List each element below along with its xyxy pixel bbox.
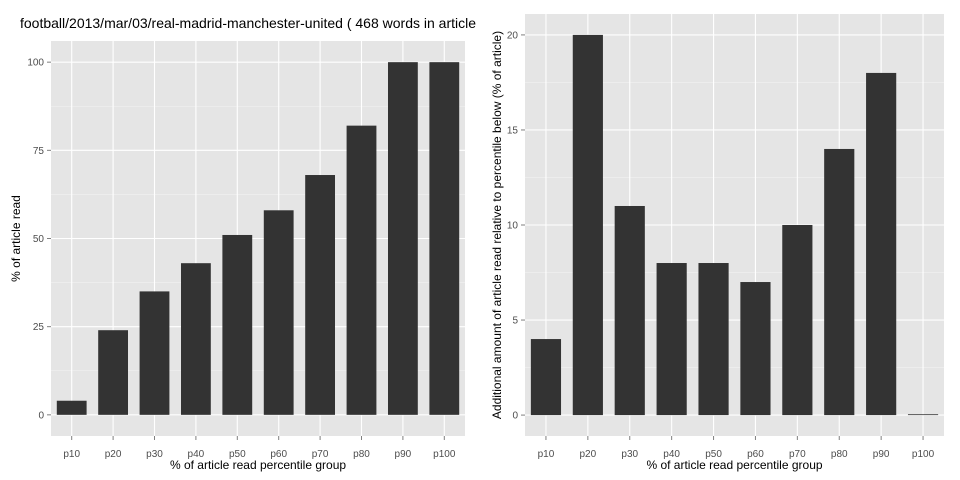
bar: [263, 210, 294, 415]
chart-title: football/2013/mar/03/real-madrid-manches…: [20, 15, 485, 31]
y-tick-label: 0: [512, 411, 518, 422]
y-tick-label: 75: [33, 146, 45, 157]
y-tick-label: 15: [507, 125, 519, 136]
x-tick-label: p40: [188, 449, 205, 460]
y-axis-label-left: % of article read: [9, 195, 23, 282]
x-tick-label: p40: [663, 449, 680, 460]
bar: [305, 175, 336, 415]
x-tick-label: p70: [789, 449, 806, 460]
x-ticks-right: p10 p20 p30 p40 p50 p60 p70 p80 p90 p100: [538, 436, 935, 460]
y-axis-label-right: Additional amount of article read relati…: [490, 31, 504, 419]
x-tick-label: p20: [580, 449, 597, 460]
y-tick-label: 50: [33, 234, 45, 245]
bar: [530, 339, 562, 416]
bar: [740, 282, 771, 416]
bar: [656, 263, 687, 416]
x-tick-label: p30: [146, 449, 163, 460]
y-tick-label: 20: [507, 30, 519, 41]
bar: [222, 234, 253, 415]
bar: [907, 414, 939, 416]
x-axis-label-left: % of article read percentile group: [170, 458, 346, 472]
x-tick-label: p30: [621, 449, 638, 460]
y-tick-label: 25: [33, 322, 45, 333]
x-ticks-left: p10 p20 p30 p40 p50 p60 p70 p80 p90 p100: [63, 436, 456, 460]
x-tick-label: p80: [353, 449, 370, 460]
y-tick-label: 0: [38, 410, 44, 421]
bar: [429, 62, 460, 415]
x-tick-label: p60: [270, 449, 287, 460]
x-tick-label: p100: [912, 449, 935, 460]
x-tick-label: p10: [538, 449, 555, 460]
y-tick-label: 100: [27, 58, 44, 69]
bar: [866, 72, 897, 416]
bar: [698, 263, 729, 416]
bar: [572, 34, 603, 416]
chart-right: 0 5 10 15 20 p10 p20 p30 p40 p50 p60 p70 p80 p90 p100…: [490, 14, 944, 472]
x-tick-label: p20: [105, 449, 122, 460]
bar: [346, 125, 377, 415]
y-ticks-right: 0 5 10 15 20: [507, 30, 525, 422]
bar: [98, 330, 129, 415]
x-tick-label: p60: [747, 449, 764, 460]
x-tick-label: p80: [831, 449, 848, 460]
bar: [56, 400, 87, 415]
bar: [139, 291, 170, 415]
x-tick-label: p50: [229, 449, 246, 460]
x-tick-label: p90: [873, 449, 890, 460]
bars-left: [56, 62, 460, 415]
y-tick-label: 5: [512, 316, 518, 327]
y-ticks-left: 0 25 50 75 100: [27, 58, 51, 421]
x-tick-label: p50: [705, 449, 722, 460]
x-tick-label: p70: [312, 449, 329, 460]
x-tick-label: p100: [433, 449, 456, 460]
bars-right: [530, 34, 939, 416]
x-tick-label: p90: [395, 449, 412, 460]
bar: [614, 205, 645, 416]
bar: [782, 225, 813, 416]
y-tick-label: 10: [507, 221, 519, 232]
bar: [180, 263, 211, 415]
x-tick-label: p10: [63, 449, 80, 460]
bar: [824, 148, 855, 416]
bar: [387, 62, 418, 415]
x-axis-label-right: % of article read percentile group: [646, 458, 822, 472]
